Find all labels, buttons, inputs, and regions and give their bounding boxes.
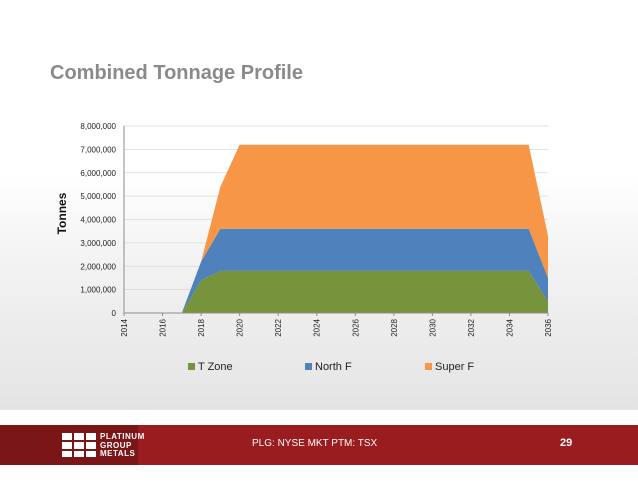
- legend-swatch: [188, 363, 195, 370]
- x-tick-label: 2028: [390, 318, 399, 336]
- y-tick-label: 0: [112, 309, 117, 318]
- y-tick-label: 6,000,000: [80, 169, 116, 178]
- logo-line-1: PLATINUM: [100, 432, 145, 441]
- page-number: 29: [560, 437, 573, 449]
- x-tick-label: 2032: [467, 318, 476, 336]
- x-tick-label: 2016: [159, 318, 168, 336]
- legend-label: T Zone: [198, 361, 233, 373]
- logo-line-2: GROUP: [100, 440, 132, 450]
- y-tick-label: 2,000,000: [80, 262, 116, 271]
- legend-label: North F: [315, 361, 352, 373]
- x-tick-label: 2022: [274, 318, 283, 336]
- x-tick-label: 2024: [313, 318, 322, 336]
- ticker-text: PLG: NYSE MKT PTM: TSX: [252, 438, 378, 449]
- logo-text: PLATINUM GROUP METALS: [100, 432, 145, 459]
- y-tick-label: 1,000,000: [80, 286, 116, 295]
- area-north-f: [124, 228, 548, 313]
- legend-swatch: [305, 363, 312, 370]
- company-logo: PLATINUM GROUP METALS: [62, 432, 162, 459]
- legend-swatch: [425, 363, 432, 370]
- x-tick-label: 2036: [544, 318, 553, 336]
- x-tick-label: 2020: [236, 318, 245, 336]
- y-tick-label: 8,000,000: [80, 122, 116, 131]
- x-tick-label: 2026: [351, 318, 360, 336]
- y-axis-title: Tonnes: [55, 192, 69, 234]
- x-tick-label: 2018: [197, 318, 206, 336]
- x-tick-label: 2034: [505, 318, 514, 336]
- x-tick-label: 2014: [120, 318, 129, 336]
- y-tick-label: 7,000,000: [80, 145, 116, 154]
- x-tick-label: 2030: [428, 318, 437, 336]
- axis-layer: 0 1,000,000 2,000,000 3,000,000 4,000,000 5,0…: [55, 122, 553, 337]
- y-tick-label: 3,000,000: [80, 239, 116, 248]
- legend-layer: T Zone North F Super F: [188, 361, 474, 373]
- y-tick-label: 4,000,000: [80, 216, 116, 225]
- area-super-f: [124, 144, 548, 313]
- area-t-zone: [124, 270, 548, 313]
- tonnage-chart: 0 1,000,000 2,000,000 3,000,000 4,000,000 5,0…: [55, 122, 553, 373]
- legend-label: Super F: [435, 361, 474, 373]
- y-tick-label: 5,000,000: [80, 192, 116, 201]
- area-layer: [124, 144, 548, 313]
- logo-grid-icon: [62, 433, 96, 457]
- logo-line-3: METALS: [100, 449, 136, 458]
- slide-title: Combined Tonnage Profile: [50, 62, 303, 84]
